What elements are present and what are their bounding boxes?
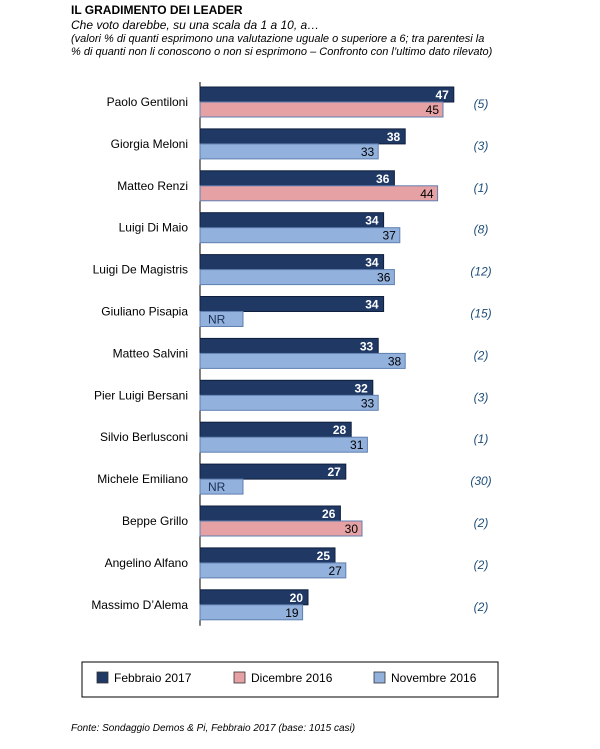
bar-febbraio-2017 xyxy=(199,212,385,229)
legend-label: Dicembre 2016 xyxy=(251,671,333,685)
data-label-febbraio-2017: 26 xyxy=(322,507,336,521)
data-label-comparison: 30 xyxy=(345,522,359,536)
data-label-febbraio-2017: 28 xyxy=(333,423,347,437)
data-label-febbraio-2017: 20 xyxy=(290,591,304,605)
bar-febbraio-2017 xyxy=(199,86,455,103)
data-label-febbraio-2017: 32 xyxy=(354,381,368,395)
bar-comparison xyxy=(199,185,439,202)
data-label-febbraio-2017: 38 xyxy=(387,130,401,144)
unknown-percentage: (12) xyxy=(470,265,491,279)
unknown-percentage: (1) xyxy=(474,181,489,195)
bar-febbraio-2017 xyxy=(199,547,336,564)
data-label-comparison: 38 xyxy=(388,354,402,368)
data-label-febbraio-2017: 33 xyxy=(360,339,374,353)
legend-label: Febbraio 2017 xyxy=(114,671,192,685)
data-label-febbraio-2017: 47 xyxy=(435,88,449,102)
data-label-comparison: 37 xyxy=(382,229,396,243)
data-label-febbraio-2017: 27 xyxy=(327,465,341,479)
bar-comparison-nr xyxy=(199,311,244,327)
category-label: Giuliano Pisapia xyxy=(101,305,188,319)
legend-swatch xyxy=(96,671,109,684)
bar-comparison xyxy=(199,269,395,286)
data-label-comparison: 36 xyxy=(377,271,391,285)
bar-febbraio-2017 xyxy=(199,463,347,480)
bar-comparison-nr xyxy=(199,478,244,495)
unknown-percentage: (2) xyxy=(474,516,489,530)
data-label-comparison: 33 xyxy=(361,145,375,159)
bar-comparison xyxy=(199,352,406,369)
data-label-nr: NR xyxy=(208,480,226,494)
data-label-comparison: 44 xyxy=(420,187,434,201)
unknown-percentage: (3) xyxy=(474,139,489,153)
unknown-percentage: (2) xyxy=(474,348,489,362)
category-label: Luigi Di Maio xyxy=(119,221,189,235)
unknown-percentage: (5) xyxy=(474,97,489,111)
legend-box xyxy=(81,661,499,698)
unknown-percentage: (2) xyxy=(474,600,489,614)
category-label: Matteo Salvini xyxy=(113,346,188,360)
chart-subtitle: Che voto darebbe, su una scala da 1 a 10… xyxy=(71,18,320,32)
category-label: Beppe Grillo xyxy=(122,514,188,528)
legend-label: Novembre 2016 xyxy=(391,671,477,685)
chart-note-line-1: (valori % di quanti esprimono una valuta… xyxy=(71,33,485,45)
bar-febbraio-2017 xyxy=(199,421,352,438)
category-label: Angelino Alfano xyxy=(105,556,189,570)
unknown-percentage: (3) xyxy=(474,390,489,404)
unknown-percentage: (2) xyxy=(474,558,489,572)
bar-comparison xyxy=(199,227,401,244)
data-label-comparison: 31 xyxy=(350,438,364,452)
chart-title: IL GRADIMENTO DEI LEADER xyxy=(71,3,243,17)
category-label: Massimo D’Alema xyxy=(91,598,188,612)
data-label-febbraio-2017: 36 xyxy=(376,172,390,186)
bar-febbraio-2017 xyxy=(199,170,395,187)
category-label: Paolo Gentiloni xyxy=(107,95,188,109)
data-label-febbraio-2017: 34 xyxy=(365,214,379,228)
bar-febbraio-2017 xyxy=(199,379,374,396)
unknown-percentage: (1) xyxy=(474,432,489,446)
category-label: Matteo Renzi xyxy=(117,179,188,193)
data-label-comparison: 27 xyxy=(328,564,342,578)
unknown-percentage: (15) xyxy=(470,307,491,321)
bar-comparison xyxy=(199,604,304,621)
data-label-comparison: 33 xyxy=(361,396,375,410)
chart-note-line-2: % di quanti non li conoscono o non si es… xyxy=(71,46,493,58)
data-label-febbraio-2017: 34 xyxy=(365,298,379,312)
bar-febbraio-2017 xyxy=(199,337,379,354)
bar-comparison xyxy=(199,101,444,118)
unknown-percentage: (8) xyxy=(474,223,489,237)
bar-febbraio-2017 xyxy=(199,296,385,312)
source-note: Fonte: Sondaggio Demos & Pi, Febbraio 20… xyxy=(71,723,356,734)
data-label-febbraio-2017: 25 xyxy=(317,549,331,563)
data-label-febbraio-2017: 34 xyxy=(365,256,379,270)
bar-comparison xyxy=(199,436,368,453)
bar-comparison xyxy=(199,562,347,579)
category-label: Giorgia Meloni xyxy=(111,137,188,151)
category-label: Michele Emiliano xyxy=(97,472,188,486)
legend-swatch xyxy=(233,671,246,684)
legend: Febbraio 2017 Dicembre 2016 Novembre 2016 xyxy=(81,661,499,698)
data-label-nr: NR xyxy=(208,313,226,327)
data-label-comparison: 45 xyxy=(426,103,440,117)
bar-febbraio-2017 xyxy=(199,128,406,145)
data-label-comparison: 19 xyxy=(285,606,299,620)
bar-comparison xyxy=(199,520,363,537)
bar-febbraio-2017 xyxy=(199,505,341,522)
category-label: Pier Luigi Bersani xyxy=(94,388,188,402)
category-label: Luigi De Magistris xyxy=(93,263,188,277)
bar-comparison xyxy=(199,143,379,160)
unknown-percentage: (30) xyxy=(470,474,491,488)
category-label: Silvio Berlusconi xyxy=(100,430,188,444)
bar-febbraio-2017 xyxy=(199,254,385,271)
bar-comparison xyxy=(199,394,379,411)
legend-swatch xyxy=(373,671,386,684)
